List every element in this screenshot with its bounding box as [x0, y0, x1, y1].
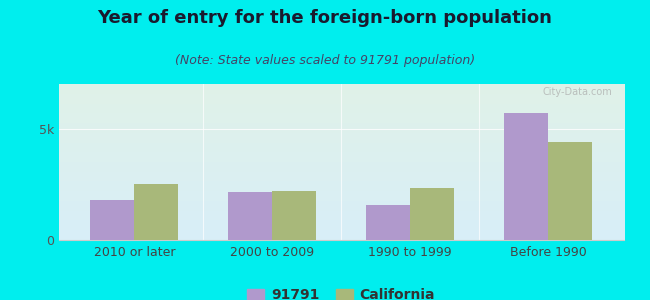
- Bar: [272, 191, 317, 240]
- Bar: [90, 200, 135, 240]
- Bar: [366, 206, 410, 240]
- Bar: [548, 142, 592, 240]
- Bar: [135, 184, 179, 240]
- Text: City-Data.com: City-Data.com: [543, 87, 613, 97]
- Bar: [228, 192, 272, 240]
- Text: Year of entry for the foreign-born population: Year of entry for the foreign-born popul…: [98, 9, 552, 27]
- Legend: 91791, California: 91791, California: [242, 283, 441, 300]
- Bar: [410, 188, 454, 240]
- Text: (Note: State values scaled to 91791 population): (Note: State values scaled to 91791 popu…: [175, 54, 475, 67]
- Bar: [504, 113, 548, 240]
